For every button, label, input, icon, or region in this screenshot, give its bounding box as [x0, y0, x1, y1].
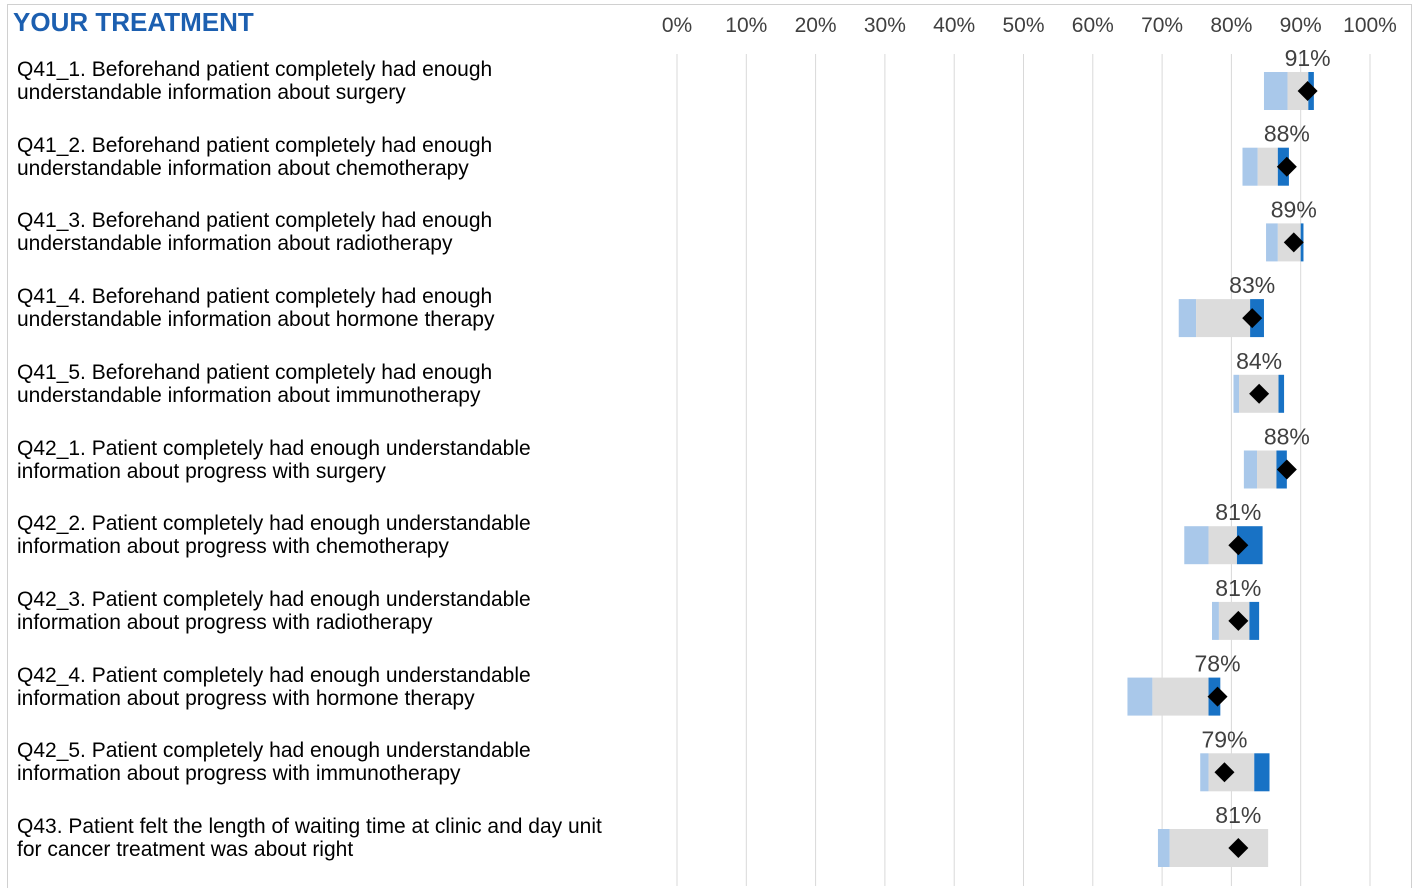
- value-label: 81%: [1215, 575, 1261, 601]
- score-marker: [1242, 308, 1263, 329]
- score-marker: [1228, 838, 1249, 858]
- x-tick-label: 80%: [1210, 14, 1252, 37]
- value-label: 81%: [1215, 802, 1261, 828]
- row-label: Q42_2. Patient completely had enough und…: [17, 512, 531, 559]
- range-low-segment: [1178, 299, 1197, 338]
- x-tick-label: 50%: [1002, 14, 1044, 37]
- section-title: YOUR TREATMENT: [13, 7, 254, 37]
- x-tick-label: 100%: [1343, 14, 1397, 37]
- value-label: 88%: [1264, 121, 1310, 147]
- range-mid-segment: [1169, 829, 1269, 867]
- x-tick-label: 60%: [1072, 14, 1114, 37]
- range-mid-segment: [1152, 677, 1209, 716]
- range-low-segment: [1211, 601, 1219, 640]
- value-label: 84%: [1236, 348, 1282, 374]
- range-low-segment: [1263, 72, 1288, 110]
- score-marker: [1276, 459, 1297, 480]
- score-marker: [1297, 81, 1318, 101]
- value-label: 78%: [1195, 651, 1241, 677]
- x-tick-label: 20%: [795, 14, 837, 37]
- range-low-segment: [1157, 829, 1170, 867]
- value-label: 91%: [1285, 45, 1331, 71]
- row-label: Q42_1. Patient completely had enough und…: [17, 436, 531, 483]
- score-marker: [1228, 535, 1249, 556]
- range-low-segment: [1233, 374, 1240, 413]
- row-label: Q42_4. Patient completely had enough und…: [17, 663, 531, 710]
- x-tick-label: 0%: [662, 14, 692, 37]
- range-low-segment: [1266, 223, 1278, 262]
- score-marker: [1283, 232, 1304, 253]
- range-low-segment: [1127, 677, 1153, 716]
- row-label: Q41_5. Beforehand patient completely had…: [17, 360, 493, 407]
- value-label: 89%: [1271, 196, 1317, 222]
- range-high-segment: [1249, 601, 1260, 640]
- range-mid-segment: [1257, 147, 1278, 186]
- row-label: Q41_4. Beforehand patient completely had…: [17, 285, 495, 332]
- range-high-segment: [1254, 753, 1270, 792]
- range-low-segment: [1184, 526, 1209, 565]
- row-label: Q42_3. Patient completely had enough und…: [17, 587, 531, 634]
- chart-frame: [7, 4, 1412, 888]
- range-high-segment: [1278, 374, 1285, 413]
- score-marker: [1228, 610, 1249, 631]
- value-label: 83%: [1229, 272, 1275, 298]
- range-low-segment: [1242, 147, 1258, 186]
- x-tick-label: 70%: [1141, 14, 1183, 37]
- range-mid-segment: [1196, 299, 1251, 338]
- x-tick-label: 10%: [725, 14, 767, 37]
- range-low-segment: [1200, 753, 1209, 792]
- x-tick-label: 30%: [864, 14, 906, 37]
- value-label: 79%: [1201, 726, 1247, 752]
- row-label: Q42_5. Patient completely had enough und…: [17, 739, 531, 786]
- x-tick-label: 40%: [933, 14, 975, 37]
- range-low-segment: [1243, 450, 1258, 489]
- x-tick-label: 90%: [1280, 14, 1322, 37]
- row-label: Q41_3. Beforehand patient completely had…: [17, 209, 493, 256]
- row-label: Q41_1. Beforehand patient completely had…: [17, 58, 493, 104]
- value-label: 81%: [1215, 499, 1261, 525]
- row-label: Q41_2. Beforehand patient completely had…: [17, 133, 493, 180]
- range-mid-segment: [1257, 450, 1277, 489]
- score-marker: [1207, 686, 1228, 707]
- score-marker: [1276, 156, 1297, 177]
- row-label: Q43. Patient felt the length of waiting …: [17, 815, 602, 861]
- score-marker: [1214, 762, 1235, 783]
- score-marker: [1249, 383, 1270, 404]
- value-label: 88%: [1264, 424, 1310, 450]
